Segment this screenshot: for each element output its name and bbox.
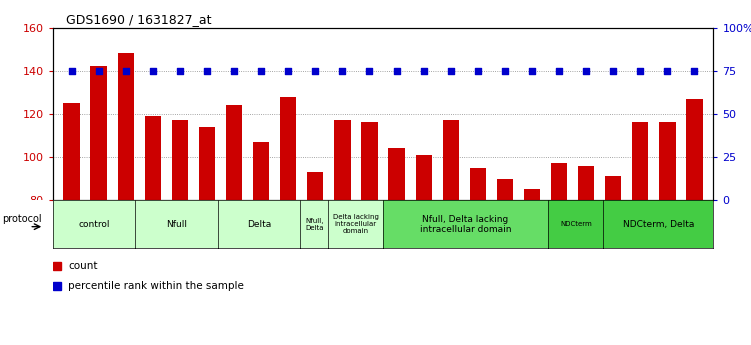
Bar: [118, 53, 134, 200]
Bar: [226, 105, 242, 200]
Text: NDCterm, Delta: NDCterm, Delta: [623, 220, 694, 229]
Bar: [361, 122, 378, 200]
Point: [608, 68, 620, 73]
Point: [65, 68, 77, 73]
Bar: [388, 148, 405, 200]
Text: percentile rank within the sample: percentile rank within the sample: [68, 282, 244, 291]
Bar: [605, 176, 621, 200]
Text: Nfull: Nfull: [166, 220, 187, 229]
Point: [391, 68, 403, 73]
Text: NDCterm: NDCterm: [560, 221, 592, 227]
Point: [635, 68, 647, 73]
Text: control: control: [78, 220, 110, 229]
Bar: [145, 116, 161, 200]
Point: [228, 68, 240, 73]
Bar: [686, 99, 703, 200]
Point: [146, 68, 158, 73]
Bar: [334, 120, 351, 200]
Point: [92, 68, 104, 73]
Point: [418, 68, 430, 73]
Text: protocol: protocol: [2, 215, 42, 224]
Text: Nfull,
Delta: Nfull, Delta: [305, 218, 324, 231]
Point: [282, 68, 294, 73]
Point: [553, 68, 565, 73]
Bar: [307, 172, 324, 200]
Text: Delta: Delta: [247, 220, 271, 229]
Point: [689, 68, 701, 73]
Point: [201, 68, 213, 73]
Point: [309, 68, 321, 73]
Bar: [524, 189, 540, 200]
Bar: [469, 168, 486, 200]
Bar: [632, 122, 648, 200]
Bar: [199, 127, 215, 200]
Point: [472, 68, 484, 73]
Point: [336, 68, 348, 73]
Bar: [496, 179, 513, 200]
Point: [255, 68, 267, 73]
Text: Delta lacking
intracellular
domain: Delta lacking intracellular domain: [333, 214, 379, 234]
Point: [174, 68, 186, 73]
Bar: [253, 142, 270, 200]
Text: Nfull, Delta lacking
intracellular domain: Nfull, Delta lacking intracellular domai…: [420, 215, 511, 234]
Text: GDS1690 / 1631827_at: GDS1690 / 1631827_at: [66, 13, 211, 27]
Point: [445, 68, 457, 73]
Bar: [551, 164, 567, 200]
Bar: [578, 166, 594, 200]
Bar: [415, 155, 432, 200]
Point: [526, 68, 538, 73]
Text: count: count: [68, 261, 98, 270]
Point: [662, 68, 674, 73]
Point: [499, 68, 511, 73]
Bar: [280, 97, 297, 200]
Bar: [63, 103, 80, 200]
Point: [119, 68, 131, 73]
Bar: [659, 122, 676, 200]
Point: [580, 68, 592, 73]
Bar: [172, 120, 188, 200]
Point: [363, 68, 376, 73]
Bar: [442, 120, 459, 200]
Bar: [90, 66, 107, 200]
